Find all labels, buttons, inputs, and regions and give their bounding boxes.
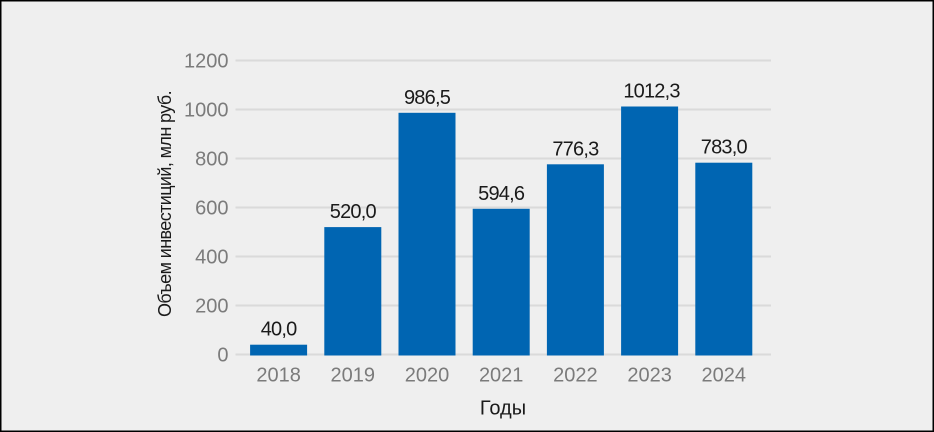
svg-text:800: 800 xyxy=(195,148,228,170)
svg-text:2021: 2021 xyxy=(479,365,524,387)
svg-text:520,0: 520,0 xyxy=(330,201,377,223)
svg-text:400: 400 xyxy=(195,246,228,268)
svg-text:1012,3: 1012,3 xyxy=(623,81,680,103)
svg-text:594,6: 594,6 xyxy=(478,183,525,205)
svg-text:Объем инвестиций, млн руб.: Объем инвестиций, млн руб. xyxy=(155,91,175,317)
svg-text:776,3: 776,3 xyxy=(552,138,599,160)
svg-text:2019: 2019 xyxy=(331,365,376,387)
svg-text:2018: 2018 xyxy=(256,365,301,387)
svg-text:1200: 1200 xyxy=(184,50,229,72)
svg-text:40,0: 40,0 xyxy=(261,319,297,341)
svg-text:986,5: 986,5 xyxy=(404,87,451,109)
svg-text:0: 0 xyxy=(217,344,228,366)
svg-text:2022: 2022 xyxy=(553,365,598,387)
svg-text:600: 600 xyxy=(195,197,228,219)
svg-text:1000: 1000 xyxy=(184,99,229,121)
svg-text:2020: 2020 xyxy=(405,365,450,387)
svg-text:Годы: Годы xyxy=(480,398,526,420)
svg-text:200: 200 xyxy=(195,295,228,317)
svg-text:783,0: 783,0 xyxy=(701,137,748,159)
svg-text:2023: 2023 xyxy=(627,365,672,387)
svg-text:2024: 2024 xyxy=(702,365,747,387)
